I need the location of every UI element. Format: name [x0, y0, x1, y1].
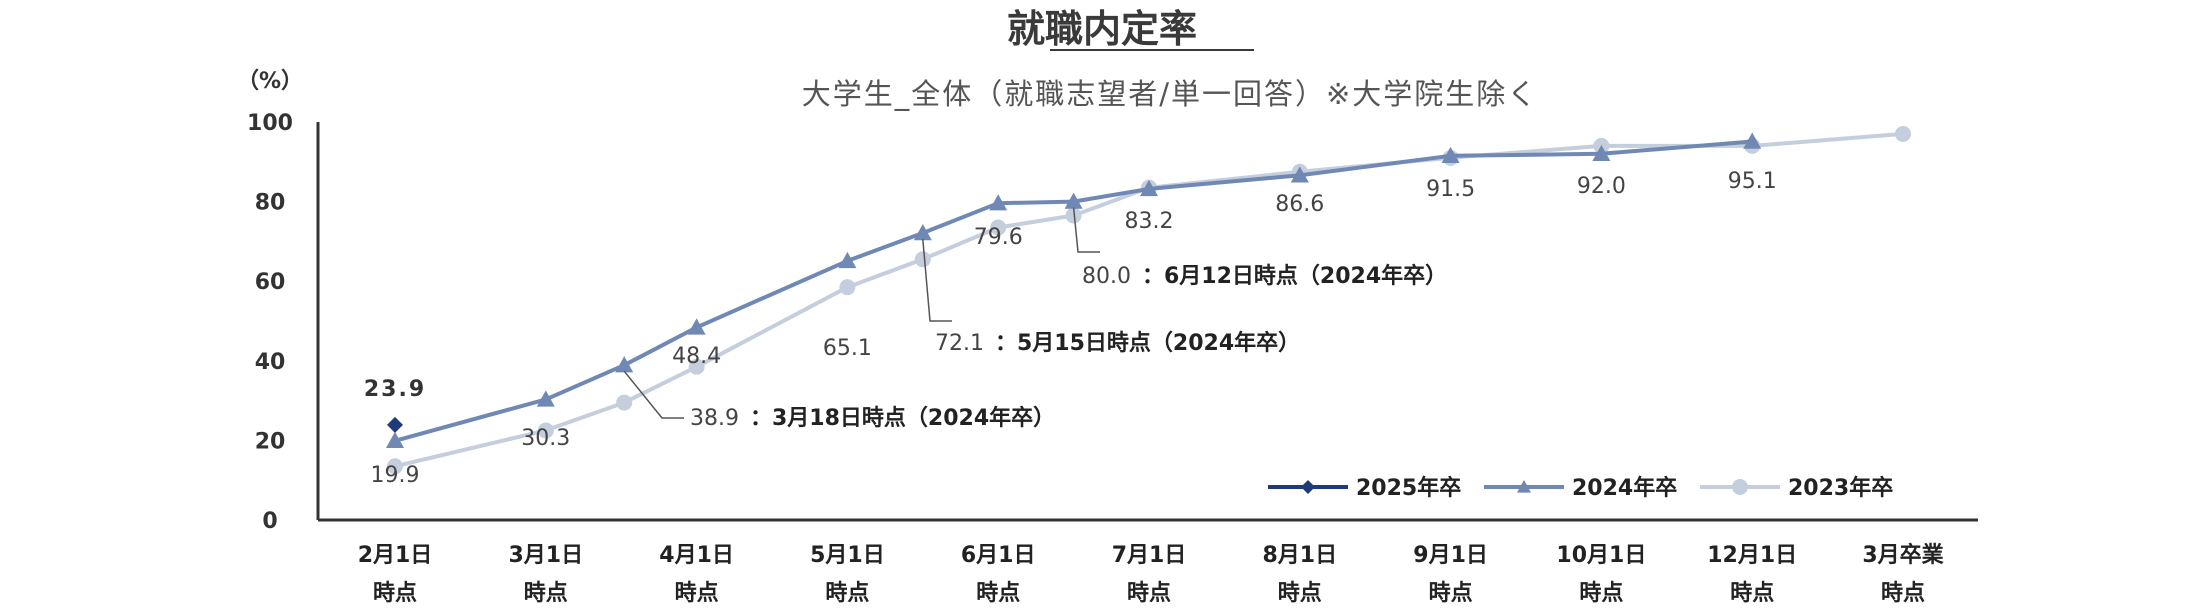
- annotation-value: 38.9: [690, 406, 739, 431]
- annotation-value: 80.0: [1082, 264, 1131, 289]
- y-tick-label: 0: [262, 509, 277, 534]
- data-point: [1290, 166, 1309, 183]
- data-label-2025: 23.9: [364, 377, 426, 402]
- legend-label: 2025年卒: [1356, 475, 1461, 501]
- y-axis-unit: （%）: [237, 69, 303, 94]
- series-line: [394, 139, 1753, 443]
- data-label-2024: 92.0: [1577, 174, 1626, 199]
- data-point: [386, 431, 404, 448]
- legend-label: 2023年卒: [1788, 475, 1893, 501]
- series-layer: [386, 125, 1911, 475]
- y-tick-label: 60: [255, 270, 286, 295]
- chart-title: 就職内定率: [1007, 7, 1197, 51]
- series-line: [394, 131, 1904, 469]
- data-point: [1743, 132, 1762, 149]
- data-point: [687, 318, 706, 335]
- annotation-value: 72.1: [935, 331, 984, 356]
- y-tick-label: 20: [255, 429, 286, 454]
- x-tick-label: 時点: [1579, 580, 1623, 606]
- y-tick-label: 80: [255, 191, 286, 216]
- data-point: [1065, 207, 1082, 224]
- legend-item: 2024年卒: [1484, 475, 1677, 501]
- legend-marker: [1732, 479, 1748, 495]
- data-label-2024: 95.1: [1728, 169, 1777, 194]
- data-label-2024: 48.4: [672, 344, 721, 369]
- annotation-leader: [922, 238, 952, 322]
- legend-label: 2024年卒: [1572, 475, 1677, 501]
- data-point: [1140, 179, 1158, 197]
- legend: 2025年卒 2024年卒 2023年卒: [1268, 475, 1893, 501]
- x-tick-label: 4月1日: [659, 543, 734, 568]
- x-tick-label: 8月1日: [1262, 543, 1337, 568]
- data-label-2024: 79.6: [974, 225, 1023, 250]
- legend-item: 2025年卒: [1268, 475, 1461, 501]
- x-tick-label: 時点: [1881, 580, 1925, 606]
- data-label-2024: 91.5: [1426, 177, 1475, 202]
- data-point: [615, 356, 634, 373]
- data-label-2024: 86.6: [1275, 192, 1324, 217]
- data-point: [990, 219, 1007, 236]
- data-point: [1592, 144, 1611, 162]
- x-tick-label: 6月1日: [961, 543, 1036, 568]
- data-point: [913, 224, 932, 241]
- x-tick-label: 時点: [1429, 580, 1473, 606]
- data-label-2024: 83.2: [1125, 209, 1174, 234]
- annotation: 72.1 ：5月15日時点（2024年卒）: [922, 238, 1300, 356]
- series-2024年卒: [386, 132, 1762, 448]
- annotation-text: ：6月12日時点（2024年卒）: [1142, 263, 1447, 289]
- data-point: [839, 279, 856, 296]
- x-tick-label: 時点: [524, 580, 568, 606]
- annotation-text: ：3月18日時点（2024年卒）: [750, 405, 1055, 431]
- legend-marker: [1517, 480, 1531, 493]
- data-point: [914, 251, 931, 268]
- x-tick-label: 時点: [373, 580, 417, 606]
- x-tick-label: 時点: [1730, 580, 1774, 606]
- data-point: [1895, 125, 1911, 142]
- x-tick-label: 9月1日: [1413, 543, 1488, 568]
- data-point: [536, 390, 555, 407]
- data-point: [838, 251, 857, 269]
- y-tick-label: 100: [247, 111, 293, 136]
- x-tick-label: 10月1日: [1556, 543, 1646, 568]
- data-point: [387, 416, 403, 433]
- data-point: [387, 458, 403, 475]
- data-labels: 23.9 19.9 30.3 48.4 65.1 79.6 83.2 86.6 91.5 92.0…: [364, 169, 1777, 488]
- chart-subtitle: 大学生_全体（就職志望者/単一回答）※大学院生除く: [802, 77, 1539, 111]
- x-tick-label: 時点: [825, 580, 869, 606]
- x-tick-label: 時点: [1127, 580, 1171, 606]
- annotation: 80.0 ：6月12日時点（2024年卒）: [1072, 207, 1447, 289]
- x-tick-label: 12月1日: [1707, 543, 1797, 568]
- legend-item: 2023年卒: [1700, 475, 1893, 501]
- x-tick-label: 時点: [675, 580, 719, 606]
- annotation: 38.9 ：3月18日時点（2024年卒）: [623, 370, 1055, 431]
- data-label-2024: 30.3: [521, 426, 570, 451]
- annotation-text: ：5月15日時点（2024年卒）: [995, 330, 1300, 356]
- x-tick-label: 時点: [1278, 580, 1322, 606]
- data-label-2024: 19.9: [371, 463, 420, 488]
- x-tick-label: 5月1日: [810, 543, 885, 568]
- data-point: [989, 194, 1008, 211]
- data-point: [688, 358, 705, 375]
- data-label-2024: 65.1: [823, 336, 872, 361]
- x-tick-label: 7月1日: [1112, 543, 1187, 568]
- series-2025年卒: [387, 416, 403, 433]
- x-tick-label: 時点: [976, 580, 1020, 606]
- annotation-leader: [623, 370, 684, 419]
- data-point: [616, 394, 633, 411]
- x-tick-label: 3月1日: [508, 543, 583, 568]
- series-2023年卒: [387, 125, 1911, 475]
- x-tick-label: 2月1日: [358, 543, 433, 568]
- y-tick-label: 40: [255, 350, 286, 375]
- data-point: [1064, 192, 1083, 209]
- data-point: [537, 422, 554, 439]
- annotations: 38.9 ：3月18日時点（2024年卒） 72.1 ：5月15日時点（2024年卒）…: [623, 207, 1447, 431]
- legend-marker: [1301, 480, 1315, 494]
- x-tick-label: 3月卒業: [1862, 542, 1944, 568]
- data-point: [1441, 146, 1460, 164]
- annotation-leader: [1072, 207, 1100, 253]
